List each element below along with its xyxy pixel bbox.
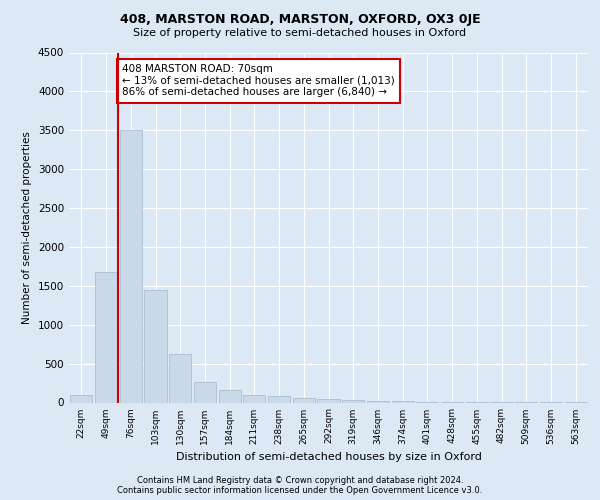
Bar: [119, 130, 142, 402]
Text: Contains public sector information licensed under the Open Government Licence v3: Contains public sector information licen…: [118, 486, 482, 495]
Bar: [169, 354, 191, 403]
Bar: [70, 394, 92, 402]
Bar: [95, 272, 117, 402]
Text: Size of property relative to semi-detached houses in Oxford: Size of property relative to semi-detach…: [133, 28, 467, 38]
Bar: [268, 396, 290, 402]
X-axis label: Distribution of semi-detached houses by size in Oxford: Distribution of semi-detached houses by …: [176, 452, 481, 462]
Text: 408, MARSTON ROAD, MARSTON, OXFORD, OX3 0JE: 408, MARSTON ROAD, MARSTON, OXFORD, OX3 …: [119, 12, 481, 26]
Text: Contains HM Land Registry data © Crown copyright and database right 2024.: Contains HM Land Registry data © Crown c…: [137, 476, 463, 485]
Bar: [317, 398, 340, 402]
Bar: [342, 400, 364, 402]
Text: 408 MARSTON ROAD: 70sqm
← 13% of semi-detached houses are smaller (1,013)
86% of: 408 MARSTON ROAD: 70sqm ← 13% of semi-de…: [122, 64, 395, 98]
Bar: [243, 394, 265, 402]
Bar: [293, 398, 315, 402]
Bar: [367, 401, 389, 402]
Bar: [145, 290, 167, 403]
Bar: [218, 390, 241, 402]
Y-axis label: Number of semi-detached properties: Number of semi-detached properties: [22, 131, 32, 324]
Bar: [194, 382, 216, 402]
